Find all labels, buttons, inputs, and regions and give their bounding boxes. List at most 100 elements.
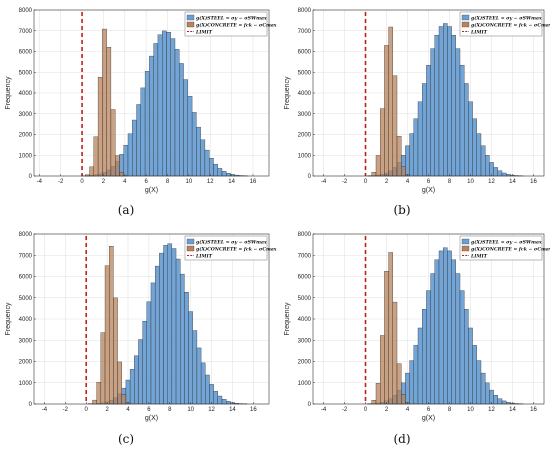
histogram-bar (221, 399, 227, 405)
histogram-bar (153, 43, 159, 177)
histogram-bar (226, 401, 231, 405)
y-tick-label: 4000 (19, 317, 33, 323)
legend-entry: LIMIT (195, 253, 213, 259)
histogram-bar (380, 108, 385, 177)
histogram-bar (119, 172, 124, 177)
histogram-bar (100, 332, 106, 405)
histogram-bar (392, 301, 398, 405)
y-tick-label: 3000 (298, 338, 312, 344)
histogram-bar (180, 273, 185, 405)
y-tick-label: 7000 (298, 29, 312, 35)
legend-swatch (461, 238, 470, 245)
histogram-bar (464, 309, 469, 405)
histogram-bar (110, 109, 116, 177)
x-tick-label: 4 (126, 407, 130, 413)
histogram-bar (89, 166, 94, 177)
histogram-bar (388, 252, 393, 405)
legend-swatch (186, 14, 195, 21)
x-tick-label: 2 (102, 179, 106, 185)
legend-swatch (461, 14, 470, 21)
x-tick-label: -2 (342, 179, 348, 185)
y-tick-label: 8000 (298, 8, 312, 14)
histogram-bar (217, 395, 223, 405)
x-tick-label: 16 (250, 179, 257, 185)
histogram-bar (380, 335, 385, 405)
histogram-bar (217, 168, 223, 177)
legend-entry: g(X)CONCRETE = fck − σCmax (471, 245, 550, 252)
legend-entry: g(X)CONCRETE = fck − σCmax (196, 21, 277, 28)
histogram-bar (192, 330, 198, 405)
histogram-bar (134, 355, 139, 405)
histogram-bar (196, 347, 202, 405)
histogram-bar (136, 104, 141, 177)
histogram-bar (392, 75, 398, 177)
histogram-bar (205, 374, 210, 405)
histogram-bar (480, 372, 486, 405)
histogram-bar (489, 389, 494, 405)
histogram-bar (125, 379, 131, 405)
y-axis-label: Frequency (284, 302, 291, 336)
legend-box (459, 11, 543, 37)
histogram-series-steel (80, 30, 248, 177)
histogram-bar (384, 271, 389, 405)
histogram-bar (149, 55, 154, 177)
histogram-bar (413, 345, 419, 405)
histogram-bar (468, 101, 473, 177)
x-tick-label: 12 (208, 407, 215, 413)
x-tick-label: 0 (364, 407, 368, 413)
legend-box (184, 235, 268, 261)
histogram-bar (146, 301, 152, 405)
histogram-bar (426, 290, 431, 405)
histogram-bar (109, 246, 114, 405)
histogram-bar (476, 133, 482, 177)
x-tick-label: 6 (147, 407, 151, 413)
histogram-bar (183, 79, 188, 177)
x-tick-label: 16 (530, 179, 537, 185)
histogram-bar (196, 126, 201, 177)
y-tick-label: 1000 (19, 153, 33, 159)
x-tick-label: 16 (250, 407, 257, 413)
histogram-bar (459, 290, 465, 405)
x-tick-label: 4 (406, 407, 410, 413)
y-tick-label: 2000 (19, 360, 33, 366)
histogram-bar (159, 252, 164, 405)
histogram-bar (221, 171, 227, 177)
panel-label-a: (a) (117, 203, 135, 217)
x-tick-label: -2 (342, 407, 348, 413)
legend-swatch (461, 245, 470, 252)
x-tick-label: 8 (448, 407, 452, 413)
histogram-bar (401, 166, 406, 177)
histogram-bar (375, 382, 381, 405)
histogram-bar (472, 345, 477, 405)
histogram-bar (464, 83, 469, 177)
y-tick-label: 0 (29, 174, 33, 180)
legend-box (184, 11, 268, 37)
histogram-bar (188, 311, 193, 405)
histogram-bar (493, 395, 498, 405)
histogram-bar (371, 172, 377, 177)
legend-swatch (186, 245, 195, 252)
x-tick-label: 12 (488, 407, 495, 413)
legend-entry: g(X)STEEL = σy − σSWmax (196, 14, 267, 21)
y-tick-label: 6000 (19, 50, 33, 56)
histogram-bar (144, 71, 150, 177)
x-tick-label: -2 (63, 407, 69, 413)
x-tick-label: -4 (321, 179, 327, 185)
x-axis-label: g(X) (422, 415, 435, 422)
histogram-bar (213, 391, 218, 405)
x-tick-label: -4 (321, 407, 327, 413)
histogram-bar (455, 48, 461, 177)
x-tick-label: 10 (186, 179, 193, 185)
histogram-bar (121, 394, 127, 405)
y-tick-label: 7000 (298, 253, 312, 259)
y-tick-label: 2000 (19, 133, 33, 139)
histogram-bar (140, 87, 146, 177)
legend-entry: g(X)STEEL = σy − σSWmax (471, 238, 542, 245)
histogram-bar (447, 250, 452, 405)
histogram-bar (417, 327, 423, 405)
x-tick-label: 16 (530, 407, 537, 413)
y-tick-label: 1000 (298, 381, 312, 387)
x-tick-label: 12 (207, 179, 214, 185)
histogram-bar (489, 162, 494, 177)
histogram-bar (138, 339, 143, 405)
